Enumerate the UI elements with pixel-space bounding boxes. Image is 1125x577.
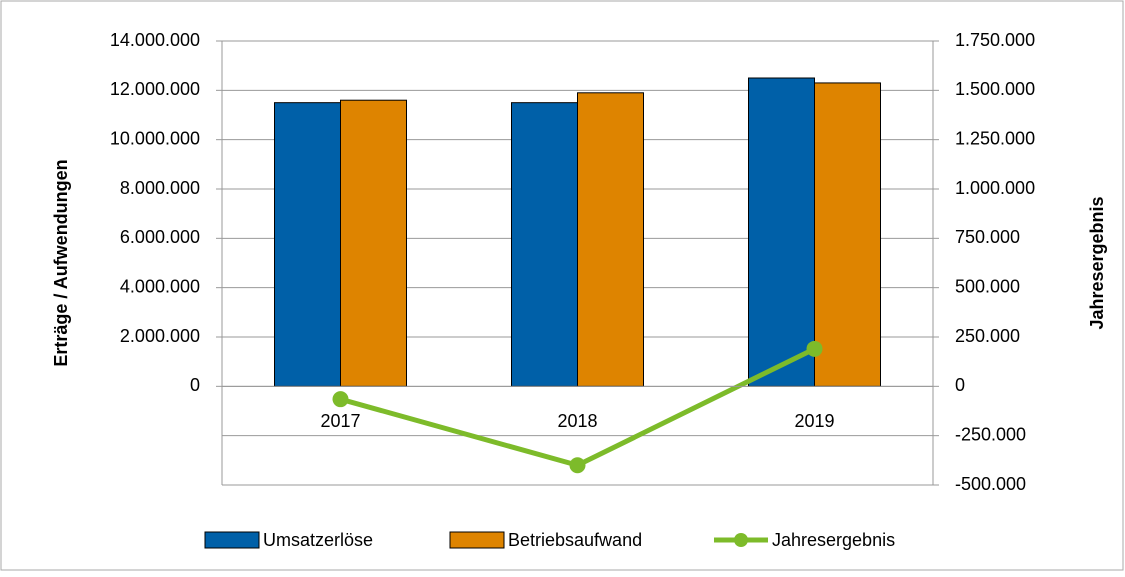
bar xyxy=(511,102,578,387)
y-tick-label: 14.000.000 xyxy=(110,30,200,50)
y-tick-label: 0 xyxy=(190,375,200,395)
point xyxy=(332,391,349,408)
y2-tick-label: 750.000 xyxy=(955,227,1020,247)
legend-marker xyxy=(734,533,748,547)
bar xyxy=(340,99,407,387)
bar xyxy=(814,82,881,387)
y-tick-label: 4.000.000 xyxy=(120,276,200,296)
y2-tick-label: 1.750.000 xyxy=(955,30,1035,50)
y-tick-label: 8.000.000 xyxy=(120,178,200,198)
legend-label: Betriebsaufwand xyxy=(508,530,642,550)
bar xyxy=(274,102,341,387)
x-tick-label: 2017 xyxy=(320,411,360,431)
legend-swatch xyxy=(449,531,505,549)
y-tick-label: 2.000.000 xyxy=(120,326,200,346)
y2-tick-label: -500.000 xyxy=(955,474,1026,494)
y-tick-label: 12.000.000 xyxy=(110,79,200,99)
y2-tick-label: -250.000 xyxy=(955,424,1026,444)
y2-tick-label: 500.000 xyxy=(955,276,1020,296)
point xyxy=(569,457,586,474)
y2-tick-label: 250.000 xyxy=(955,326,1020,346)
y2-tick-label: 1.000.000 xyxy=(955,178,1035,198)
y2-tick-label: 1.500.000 xyxy=(955,79,1035,99)
y2-axis-title: Jahresergebnis xyxy=(1087,196,1107,329)
legend-label: Umsatzerlöse xyxy=(263,530,373,550)
bar xyxy=(577,92,644,387)
y2-tick-label: 0 xyxy=(955,375,965,395)
x-tick-label: 2019 xyxy=(794,411,834,431)
x-tick-label: 2018 xyxy=(557,411,597,431)
y-tick-label: 10.000.000 xyxy=(110,128,200,148)
y-axis-title: Erträge / Aufwendungen xyxy=(51,159,71,366)
legend-label: Jahresergebnis xyxy=(772,530,895,550)
legend-swatch xyxy=(204,531,260,549)
bar xyxy=(748,77,815,387)
y-tick-label: 6.000.000 xyxy=(120,227,200,247)
point xyxy=(806,340,823,357)
y2-tick-label: 1.250.000 xyxy=(955,128,1035,148)
